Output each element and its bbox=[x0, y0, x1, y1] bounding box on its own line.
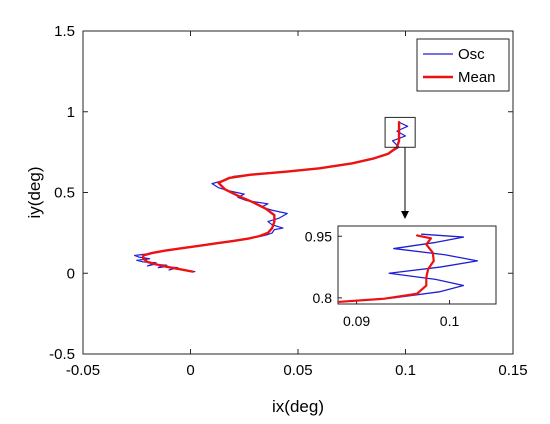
inset-x-tick-label: 0.09 bbox=[343, 313, 370, 329]
zoom-arrow-head bbox=[401, 211, 409, 219]
x-tick-label: 0.15 bbox=[498, 362, 527, 379]
legend-label-osc: Osc bbox=[458, 46, 485, 63]
y-axis-label: iy(deg) bbox=[25, 167, 44, 219]
series-line-mean bbox=[142, 121, 401, 273]
x-tick-label: 0.05 bbox=[283, 362, 312, 379]
zoom-box bbox=[384, 116, 416, 148]
inset-y-tick-label: 0.8 bbox=[313, 290, 333, 306]
x-axis-label: ix(deg) bbox=[272, 397, 324, 416]
zoom-annotation bbox=[384, 116, 416, 219]
y-tick-label: 0 bbox=[67, 265, 75, 282]
inset-frame bbox=[337, 225, 497, 305]
legend-label-mean: Mean bbox=[458, 69, 496, 86]
y-tick-label: -0.5 bbox=[49, 346, 75, 363]
y-tick-label: 0.5 bbox=[54, 185, 75, 202]
inset-plot: 0.09 0.1 0.8 0.95 bbox=[305, 225, 497, 329]
x-tick-label: -0.05 bbox=[66, 362, 100, 379]
x-tick-label: 0.1 bbox=[395, 362, 416, 379]
inset-x-tick-label: 0.1 bbox=[440, 313, 460, 329]
legend-box bbox=[416, 38, 510, 92]
inset-series-line-mean bbox=[338, 234, 435, 304]
inset-y-tick-label: 0.95 bbox=[305, 228, 332, 244]
y-tick-label: 1 bbox=[67, 104, 75, 121]
legend: Osc Mean bbox=[416, 38, 510, 92]
inset-series-line-osc bbox=[338, 233, 479, 303]
y-tick-label: 1.5 bbox=[54, 23, 75, 40]
x-tick-label: 0 bbox=[186, 362, 194, 379]
